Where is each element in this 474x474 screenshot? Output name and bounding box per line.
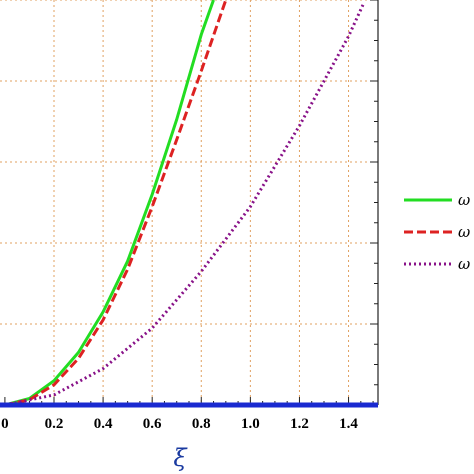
legend-label-0: ω	[458, 191, 470, 209]
x-tick-label-6: 1.2	[290, 416, 309, 432]
legend-label-2: ω	[458, 255, 470, 273]
legend-label-1: ω	[458, 223, 470, 241]
x-tick-label-4: 0.8	[192, 416, 211, 432]
x-tick-label-3: 0.6	[143, 416, 162, 432]
series-lines	[0, 0, 378, 408]
x-tick-label-5: 1.0	[241, 416, 260, 432]
grid	[0, 0, 378, 405]
x-tick-label-0: 0	[1, 416, 9, 432]
x-tick-label-1: 0.2	[45, 416, 64, 432]
axis-ticks	[4, 0, 378, 405]
series-line-1	[4, 0, 228, 407]
series-line-2	[4, 3, 365, 407]
x-tick-labels: 0 0.2 0.4 0.6 0.8 1.0 1.2 1.4	[1, 416, 358, 432]
x-tick-label-7: 1.4	[339, 416, 358, 432]
x-axis-title: ξ	[173, 444, 188, 472]
legend: ωωω	[404, 191, 470, 273]
x-tick-label-2: 0.4	[94, 416, 113, 432]
series-line-0	[4, 0, 215, 407]
